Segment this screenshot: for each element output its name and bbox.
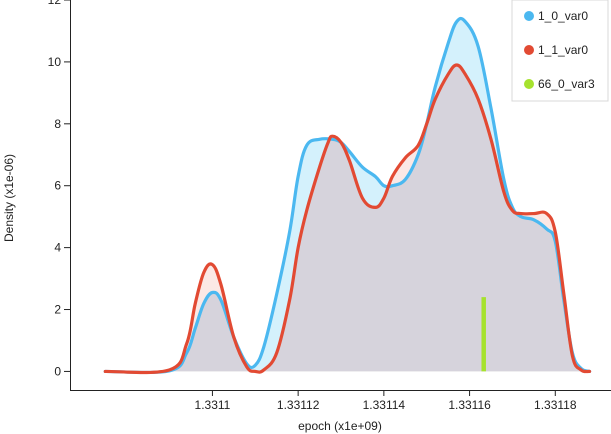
legend-label: 66_0_var3 <box>538 77 595 91</box>
x-tick-label: 1.33112 <box>277 398 320 412</box>
line-1_1_var0 <box>103 63 592 375</box>
axes <box>70 0 611 391</box>
legend-label: 1_0_var0 <box>538 9 588 23</box>
legend: 1_0_var0 1_1_var0 66_0_var3 <box>511 0 609 102</box>
legend-label: 1_1_var0 <box>538 43 588 57</box>
x-ticks: 1.3311 1.33112 1.33114 1.33116 1.33118 <box>195 390 577 412</box>
overlap-area <box>105 65 590 373</box>
x-tick-label: 1.33118 <box>534 398 577 412</box>
y-tick-label: 6 <box>54 179 61 193</box>
density-areas <box>105 18 590 373</box>
x-tick-label: 1.33114 <box>363 398 406 412</box>
y-tick-label: 10 <box>48 55 62 69</box>
y-tick-label: 2 <box>54 303 61 317</box>
legend-items: 1_0_var0 1_1_var0 66_0_var3 <box>524 9 595 91</box>
y-ticks: 0 2 4 6 8 10 12 <box>48 0 71 378</box>
density-lines <box>103 16 592 375</box>
y-tick-label: 0 <box>54 364 61 378</box>
legend-swatch <box>524 79 534 89</box>
y-axis-title: Density (x1e-06) <box>2 154 16 242</box>
legend-swatch <box>524 45 534 55</box>
y-tick-label: 12 <box>48 0 62 7</box>
y-tick-label: 8 <box>54 117 61 131</box>
x-axis-title: epoch (x1e+09) <box>298 419 382 433</box>
y-tick-label: 4 <box>54 241 61 255</box>
x-tick-label: 1.33116 <box>448 398 491 412</box>
x-tick-label: 1.3311 <box>195 398 231 412</box>
legend-swatch <box>524 11 534 21</box>
